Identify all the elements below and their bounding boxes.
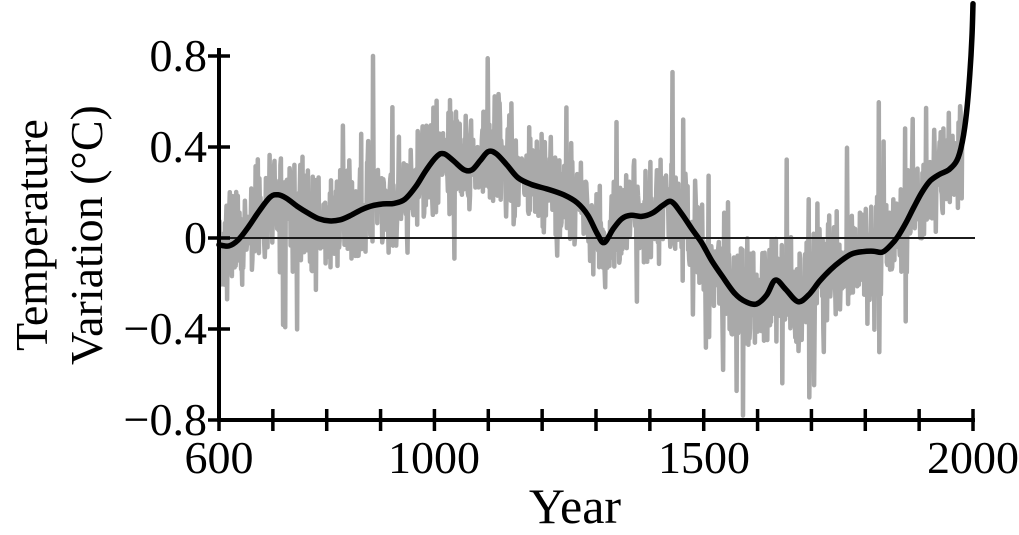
x-tick-label-2000: 2000 <box>927 432 1019 483</box>
y-tick-label-0: 0 <box>184 212 207 263</box>
smoothed-series-line <box>216 0 976 308</box>
y-tick-label-0p4: 0.4 <box>149 121 208 172</box>
x-tick-label-600: 600 <box>184 432 254 483</box>
annual-series-line <box>216 53 965 418</box>
y-tick-label-m0p4: −0.4 <box>123 303 207 354</box>
x-tick-label-1000: 1000 <box>388 432 480 483</box>
x-axis-label: Year <box>528 478 622 534</box>
x-tick-label-1500: 1500 <box>658 432 750 483</box>
y-tick-label-0p8: 0.8 <box>149 30 208 81</box>
y-tick-label-m0p8: −0.8 <box>123 394 207 445</box>
